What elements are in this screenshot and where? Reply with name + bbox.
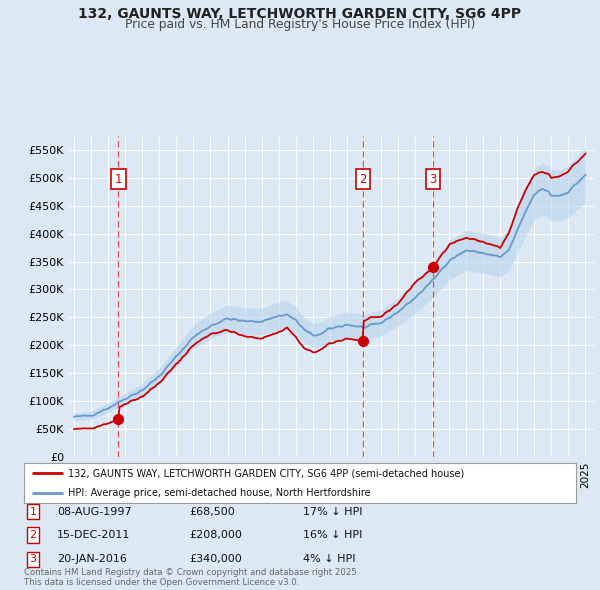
Text: 3: 3 bbox=[429, 173, 437, 186]
Text: Contains HM Land Registry data © Crown copyright and database right 2025.
This d: Contains HM Land Registry data © Crown c… bbox=[24, 568, 359, 587]
Text: 20-JAN-2016: 20-JAN-2016 bbox=[57, 555, 127, 564]
Text: £68,500: £68,500 bbox=[189, 507, 235, 516]
Text: 17% ↓ HPI: 17% ↓ HPI bbox=[303, 507, 362, 516]
Text: 3: 3 bbox=[29, 555, 37, 564]
Text: 16% ↓ HPI: 16% ↓ HPI bbox=[303, 530, 362, 540]
Text: 132, GAUNTS WAY, LETCHWORTH GARDEN CITY, SG6 4PP: 132, GAUNTS WAY, LETCHWORTH GARDEN CITY,… bbox=[79, 7, 521, 21]
Text: 15-DEC-2011: 15-DEC-2011 bbox=[57, 530, 130, 540]
Text: £340,000: £340,000 bbox=[189, 555, 242, 564]
Text: 1: 1 bbox=[29, 507, 37, 516]
Text: 2: 2 bbox=[359, 173, 367, 186]
Text: 132, GAUNTS WAY, LETCHWORTH GARDEN CITY, SG6 4PP (semi-detached house): 132, GAUNTS WAY, LETCHWORTH GARDEN CITY,… bbox=[68, 468, 464, 478]
Text: 1: 1 bbox=[115, 173, 122, 186]
Text: Price paid vs. HM Land Registry's House Price Index (HPI): Price paid vs. HM Land Registry's House … bbox=[125, 18, 475, 31]
Text: HPI: Average price, semi-detached house, North Hertfordshire: HPI: Average price, semi-detached house,… bbox=[68, 488, 371, 497]
Text: 08-AUG-1997: 08-AUG-1997 bbox=[57, 507, 131, 516]
Text: 2: 2 bbox=[29, 530, 37, 540]
Text: £208,000: £208,000 bbox=[189, 530, 242, 540]
Text: 4% ↓ HPI: 4% ↓ HPI bbox=[303, 555, 355, 564]
